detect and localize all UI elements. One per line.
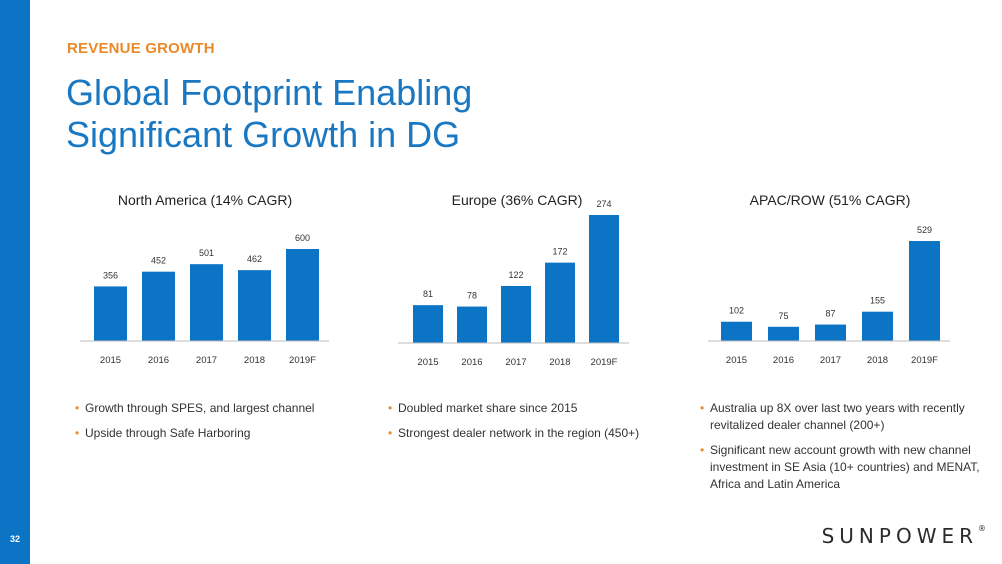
slide-title-line-2: Significant Growth in DG [66, 114, 461, 155]
tick-label: 2018 [244, 355, 265, 366]
data-label: 122 [508, 270, 523, 280]
bar [501, 286, 531, 343]
bullet-item: • Doubled market share since 2015 [388, 401, 578, 415]
data-label: 356 [103, 270, 118, 280]
tick-label: 2015 [417, 357, 438, 368]
bar [815, 324, 846, 341]
bullet-item: • Significant new account growth with new… [700, 443, 980, 491]
bar [238, 270, 271, 341]
data-label: 75 [778, 311, 788, 321]
bar [768, 326, 799, 341]
bullets-europe: • Doubled market share since 2015 • Strong… [388, 400, 678, 450]
bar [545, 262, 575, 343]
tick-label: 2019F [911, 355, 938, 366]
slide-title: Global Footprint Enabling Significant Gr… [66, 72, 586, 156]
bullet-dot-icon: • [75, 401, 80, 415]
bar [862, 311, 893, 341]
bullet-dot-icon: • [700, 443, 705, 457]
bullet-item: • Strongest dealer network in the region … [388, 426, 640, 440]
tick-label: 2017 [820, 355, 841, 366]
bullet-item: • Australia up 8X over last two years wit… [700, 401, 965, 432]
tick-label: 2016 [461, 357, 482, 368]
chart-title-apac-row: APAC/ROW (51% CAGR) [749, 192, 911, 208]
tick-label: 2016 [148, 355, 169, 366]
data-label: 155 [870, 296, 885, 306]
data-label: 102 [729, 306, 744, 316]
section-kicker: REVENUE GROWTH [67, 40, 215, 57]
data-label: 600 [295, 233, 310, 243]
tick-label: 2016 [773, 355, 794, 366]
bar [142, 271, 175, 341]
bullet-dot-icon: • [388, 426, 393, 440]
tick-label: 2017 [505, 357, 526, 368]
bar [721, 321, 752, 341]
data-label: 87 [825, 309, 835, 319]
data-label: 81 [423, 289, 433, 299]
bar [589, 215, 619, 343]
chart-title-north-america: North America (14% CAGR) [117, 192, 293, 208]
bar [94, 286, 127, 341]
bullet-dot-icon: • [388, 401, 393, 415]
tick-label: 2019F [591, 357, 618, 368]
data-label: 529 [917, 225, 932, 235]
bullet-dot-icon: • [700, 401, 705, 415]
data-label: 274 [596, 199, 611, 209]
page-number: 32 [9, 534, 20, 544]
bar [457, 306, 487, 343]
data-label: 452 [151, 256, 166, 266]
tick-label: 2015 [726, 355, 747, 366]
chart-europe: 81 2015 78 2016 122 2017 172 2018 274 2019F [398, 199, 629, 368]
tick-label: 2017 [196, 355, 217, 366]
sunpower-logo: SUNPOWER® [821, 524, 986, 548]
data-label: 501 [199, 248, 214, 258]
data-label: 172 [552, 247, 567, 257]
tick-label: 2015 [100, 355, 121, 366]
slide-title-line-1: Global Footprint Enabling [66, 72, 473, 113]
chart-title-europe: Europe (36% CAGR) [451, 192, 583, 208]
bar [909, 241, 940, 341]
bar [286, 249, 319, 341]
bullets-apac-row: • Australia up 8X over last two years wit… [700, 400, 980, 501]
bullet-item: • Upside through Safe Harboring [75, 426, 251, 440]
data-label: 78 [467, 291, 477, 301]
bullets-north-america: • Growth through SPES, and largest channe… [75, 400, 355, 450]
chart-apac-row: 102 2015 75 2016 87 2017 155 2018 529 2019F [708, 225, 950, 366]
bullet-dot-icon: • [75, 426, 80, 440]
bullet-item: • Growth through SPES, and largest channe… [75, 401, 315, 415]
tick-label: 2018 [549, 357, 570, 368]
left-sidebar-bar: 32 [0, 0, 30, 564]
chart-north-america: 356 2015 452 2016 501 2017 462 2018 600 2019F [80, 233, 329, 366]
tick-label: 2019F [289, 355, 316, 366]
tick-label: 2018 [867, 355, 888, 366]
bar [190, 264, 223, 341]
data-label: 462 [247, 254, 262, 264]
bar [413, 305, 443, 343]
